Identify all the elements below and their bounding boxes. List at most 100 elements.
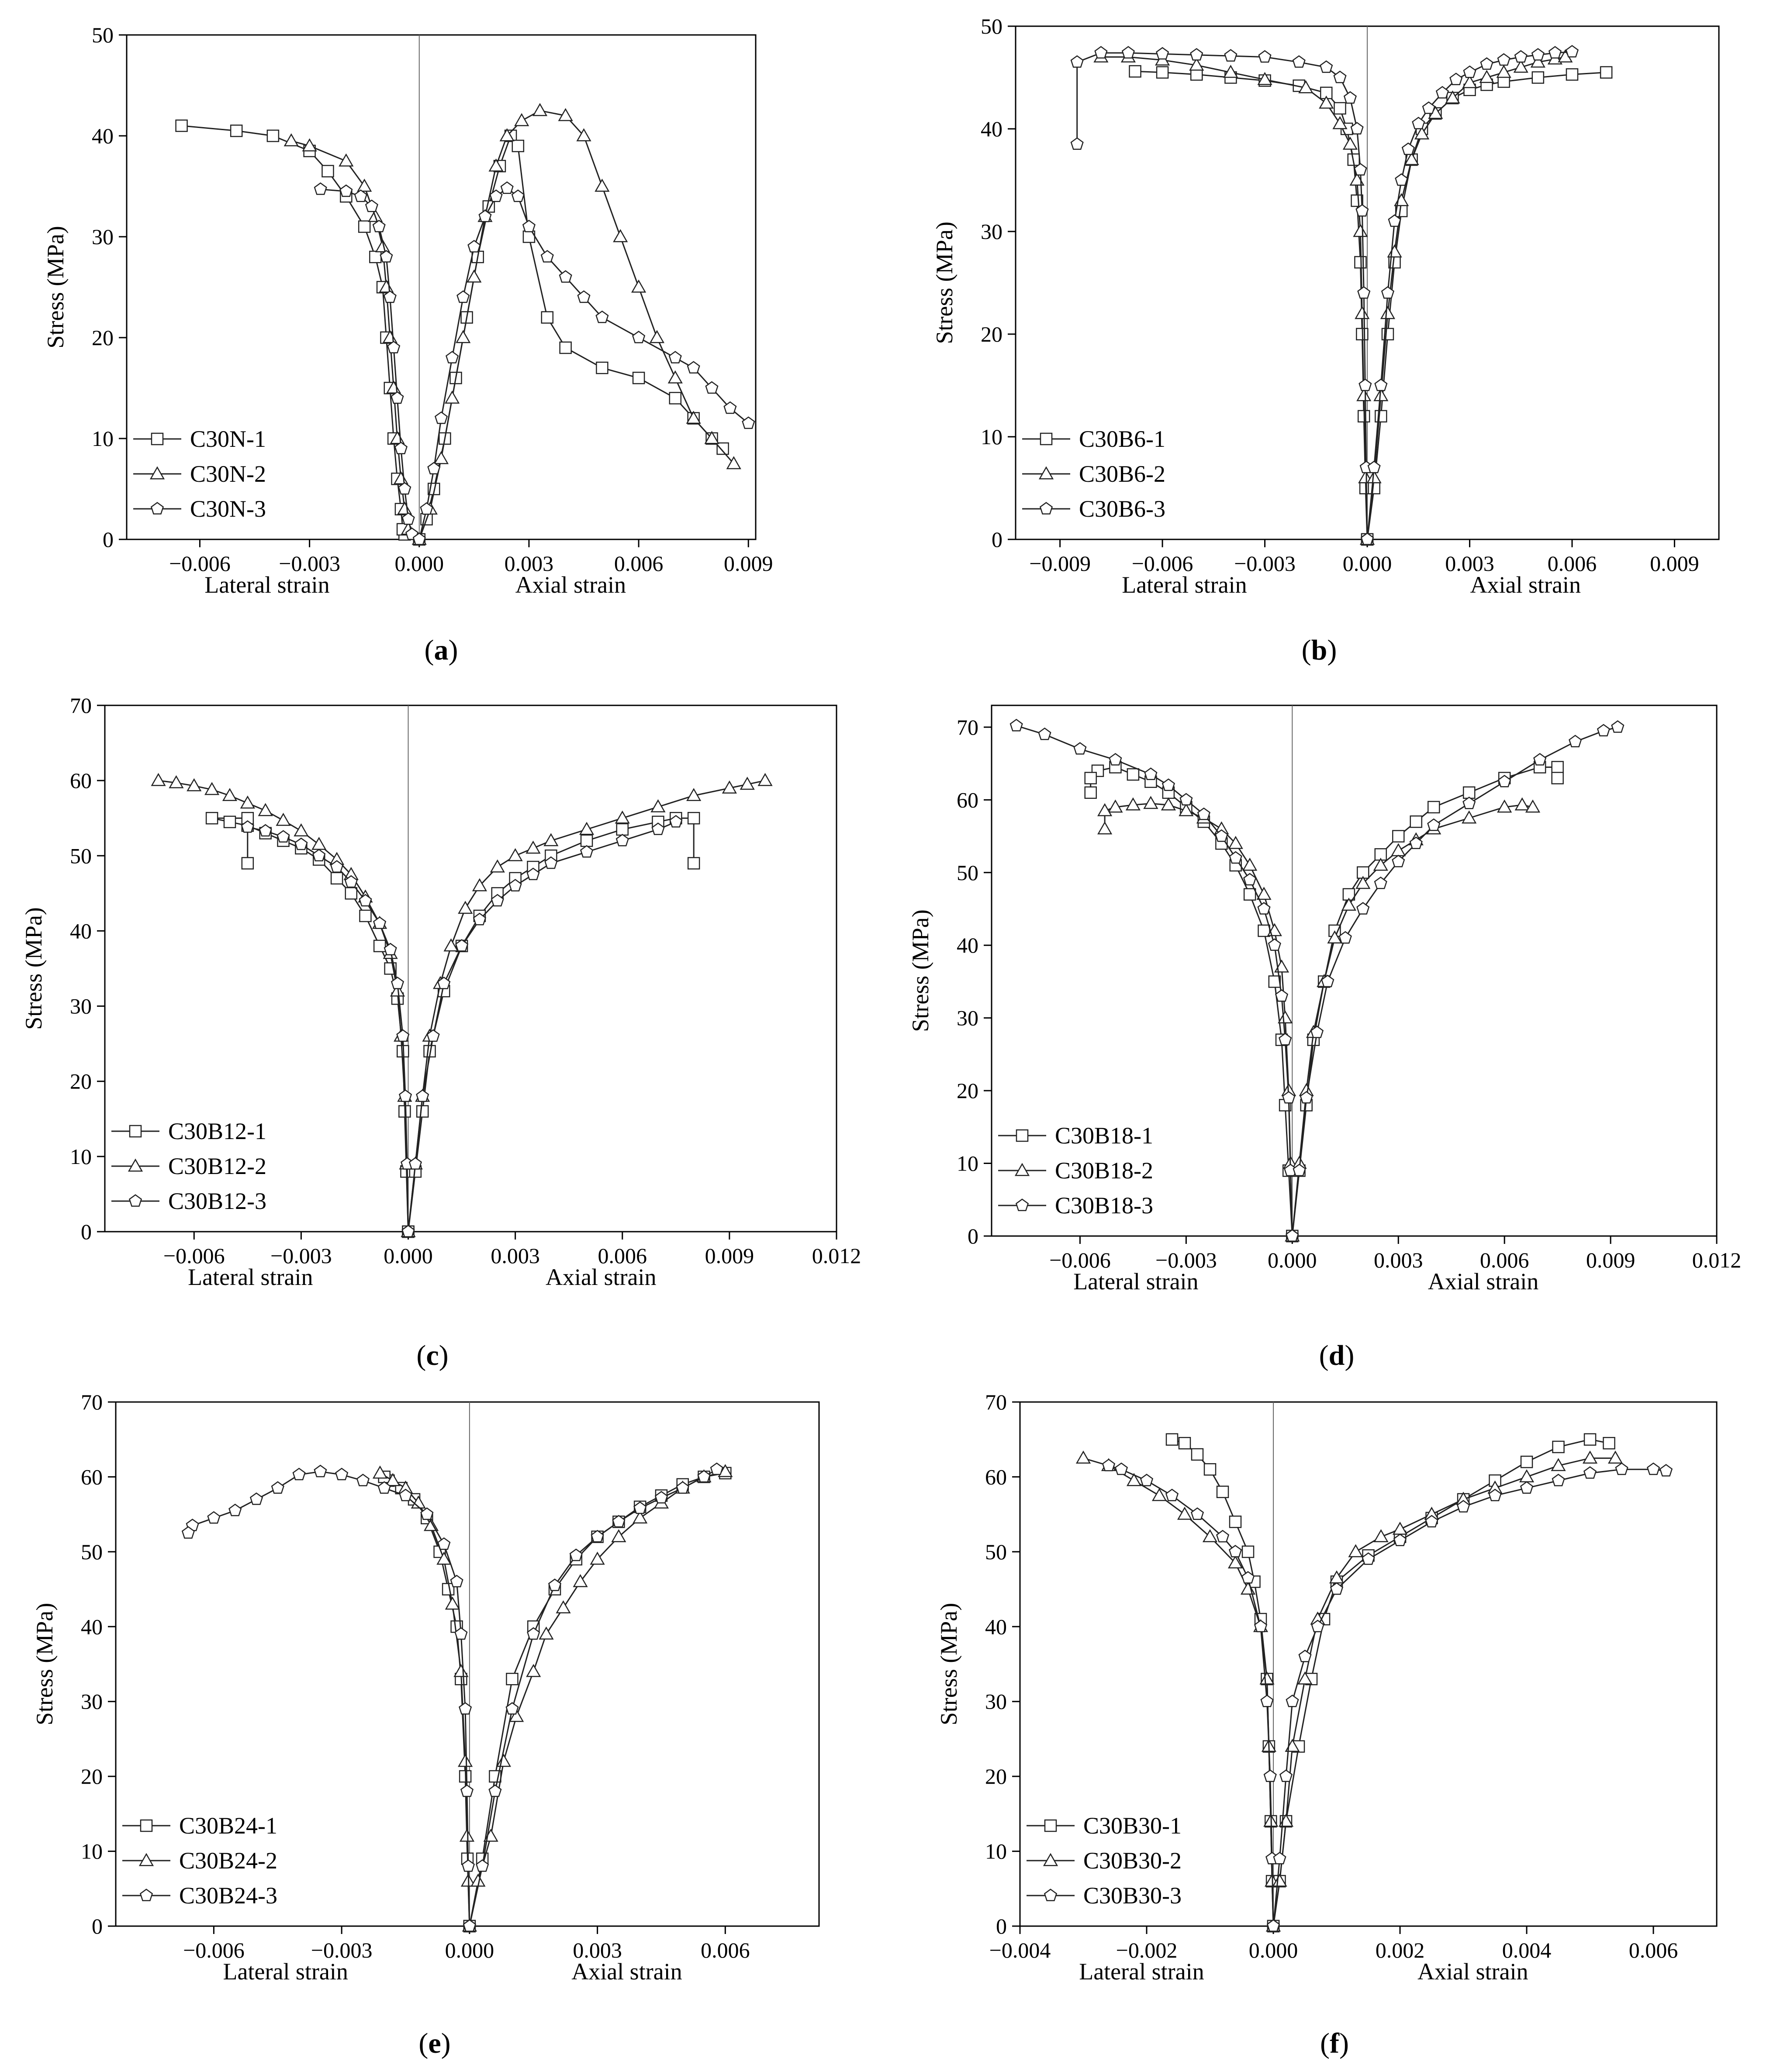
data-point-C30B18-2 [1373,857,1388,871]
data-point-C30B18-2 [1097,821,1113,835]
data-point-C30B24-2 [445,1596,460,1610]
legend: C30B30-1 C30B30-2 C30B30-3 [1027,1813,1182,1909]
data-point-C30B30-3 [1330,1582,1344,1595]
data-point-C30B18-3 [1356,902,1370,915]
data-point-C30B18-3 [1286,1229,1299,1242]
data-point-C30B24-2 [436,1551,452,1565]
data-point-C30N-2 [283,133,299,147]
data-point-C30B6-3 [1463,65,1476,78]
data-point-C30B30-3 [1102,1458,1116,1471]
x-tick-label: 0.000 [1268,1248,1317,1272]
x-tick-label: −0.009 [1029,551,1091,576]
data-point-C30N-3 [668,351,682,364]
data-point-C30B18-2 [1341,898,1356,911]
data-point-C30B12-2 [615,810,630,824]
data-point-C30B24-3 [548,1578,562,1591]
series-line-C30B6-2-axial [1366,56,1566,539]
data-point-C30B18-3 [1279,1033,1292,1046]
data-point-C30B6-3 [1412,117,1425,130]
data-point-C30B30-3 [1260,1694,1274,1707]
data-point-C30B18-3 [1073,742,1087,755]
data-point-C30B24-2 [411,1495,426,1509]
data-point-C30B30-1 [1178,1437,1191,1450]
x-axis-title-axial: Axial strain [515,572,626,598]
data-point-C30B30-3 [1298,1650,1312,1662]
data-point-C30B30-3 [1488,1488,1502,1502]
data-point-C30N-1 [632,372,645,384]
y-tick-label: 40 [985,1614,1007,1639]
data-point-C30B24-3 [697,1470,711,1483]
data-point-C30B18-3 [1462,796,1476,809]
y-tick-label: 20 [957,1078,978,1103]
data-point-C30B18-2 [1391,843,1406,856]
data-point-C30B6-2 [1257,72,1272,85]
data-point-C30B18-1 [1410,815,1422,828]
data-point-C30B18-2 [1327,930,1342,944]
data-point-C30N-3 [383,290,397,303]
data-point-C30B12-3 [398,1089,412,1102]
data-point-C30B12-1 [580,834,593,847]
y-tick-label: 0 [92,1914,103,1938]
y-tick-label: 0 [992,527,1003,552]
data-point-C30B6-2 [1387,244,1402,258]
data-point-C30B6-3 [1367,460,1381,473]
x-tick-label: −0.003 [1234,551,1296,576]
data-point-C30B18-3 [1009,718,1023,732]
data-point-C30B30-3 [1140,1474,1154,1486]
data-point-C30B30-1 [1165,1433,1179,1446]
data-point-C30N-3 [595,310,609,323]
data-point-C30B12-2 [276,812,291,826]
data-point-C30N-2 [488,158,504,172]
legend: C30B6-1 C30B6-2 C30B6-3 [1022,426,1165,522]
data-point-C30B12-3 [437,977,451,989]
data-point-C30B18-3 [1229,851,1242,864]
data-point-C30B18-1 [1551,772,1564,784]
data-point-C30N-2 [445,390,460,404]
y-tick-label: 50 [92,23,114,47]
data-point-C30B24-1 [442,1583,455,1595]
data-point-C30N-3 [365,199,378,212]
y-tick-label: 20 [981,322,1003,346]
data-point-C30B24-3 [676,1481,689,1494]
legend-marker-pentagon [1015,1198,1029,1211]
data-point-C30B6-1 [1368,482,1380,494]
x-axis-title-axial: Axial strain [546,1264,656,1290]
data-point-C30N-3 [380,250,393,263]
data-point-C30B12-2 [722,780,737,794]
data-point-C30B12-2 [258,803,273,816]
series-line-C30B12-3-lateral [247,826,409,1232]
x-axis-title-lateral: Lateral strain [1079,1958,1204,1985]
data-point-C30N-3 [401,512,415,525]
data-point-C30B18-2 [1108,799,1123,813]
data-point-C30B18-3 [1569,735,1582,748]
data-point-C30B12-3 [416,1089,429,1102]
data-point-C30B30-1 [1216,1485,1229,1498]
data-point-C30B18-1 [1127,768,1140,781]
data-point-C30B12-2 [311,836,327,850]
data-point-C30B18-3 [1257,902,1271,915]
y-tick-label: 20 [81,1764,103,1789]
data-point-C30B6-3 [1435,86,1449,99]
data-point-C30B24-3 [461,1859,475,1872]
y-tick-label: 30 [957,1006,978,1030]
data-point-C30B30-3 [1114,1462,1128,1475]
data-point-C30B12-3 [473,912,486,925]
data-point-C30B6-2 [1373,388,1389,401]
data-point-C30B24-2 [526,1664,541,1677]
data-point-C30B6-3 [1381,286,1394,299]
data-point-C30B18-3 [1109,753,1122,766]
data-point-C30B6-3 [1292,55,1306,68]
data-point-C30N-3 [391,391,404,404]
legend-marker-square [129,1125,142,1138]
y-tick-label: 10 [981,425,1003,449]
legend-label: C30B30-1 [1083,1813,1182,1839]
data-point-C30B12-2 [543,833,559,846]
data-point-C30B18-3 [1321,974,1334,988]
data-point-C30B24-3 [488,1784,502,1797]
data-point-C30B18-3 [1162,778,1175,791]
data-point-C30B12-3 [615,834,629,846]
data-point-C30B30-2 [1075,1450,1091,1464]
data-point-C30B30-1 [1552,1440,1565,1454]
data-point-C30B6-2 [1356,388,1372,401]
data-point-C30B6-1 [1566,68,1579,81]
